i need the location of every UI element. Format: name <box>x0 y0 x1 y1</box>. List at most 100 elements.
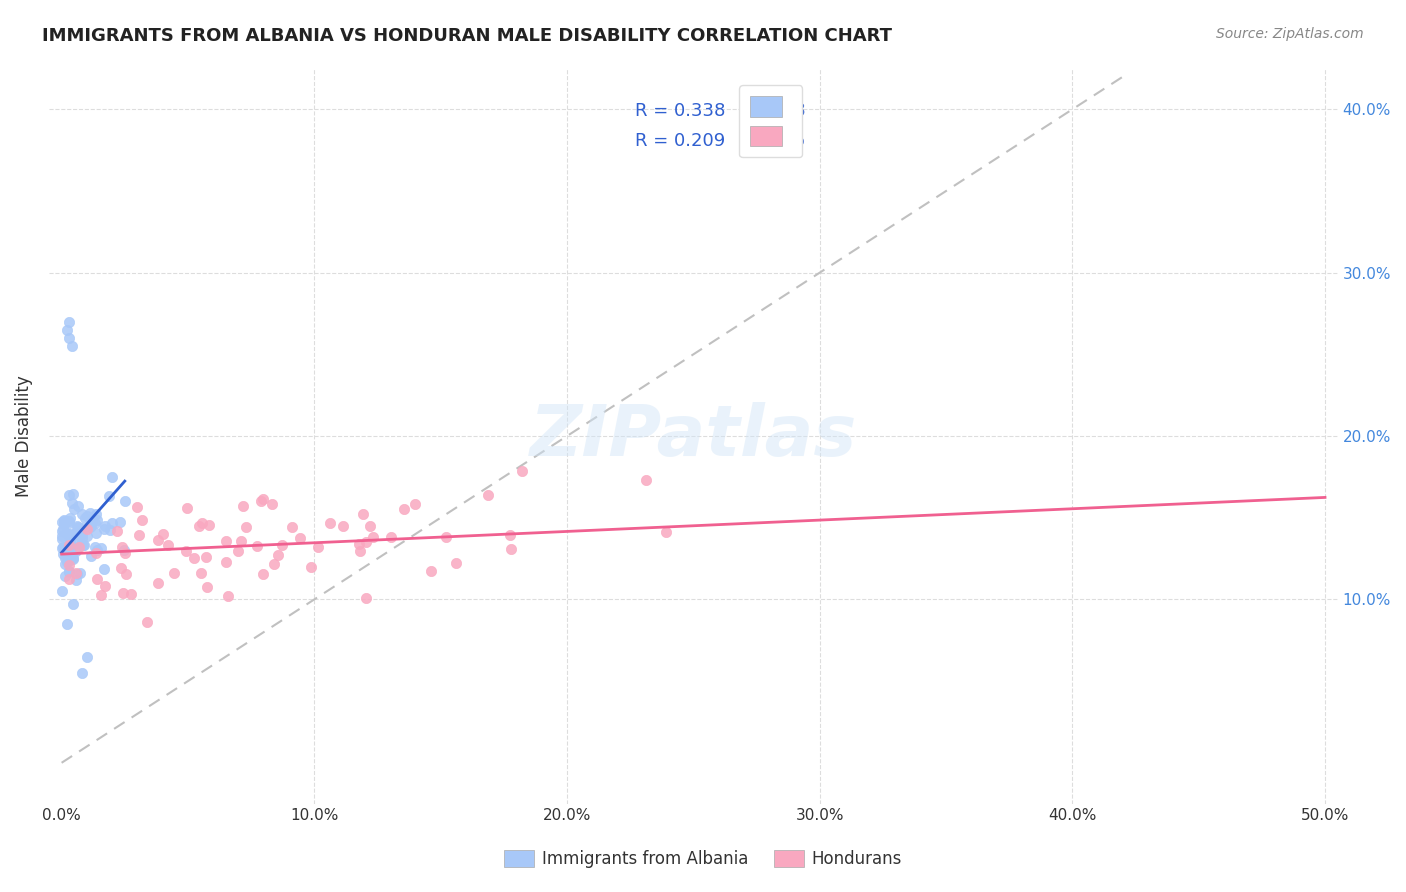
Point <box>52 547 75 561</box>
Point <box>58 537 80 551</box>
Point <box>66 518 89 533</box>
Point <box>84 546 107 560</box>
Point <box>84 540 107 554</box>
Point <box>70 508 93 522</box>
Point <box>53 550 76 565</box>
Point <box>55 323 77 337</box>
Point <box>53 514 76 528</box>
Text: IMMIGRANTS FROM ALBANIA VS HONDURAN MALE DISABILITY CORRELATION CHART: IMMIGRANTS FROM ALBANIA VS HONDURAN MALE… <box>42 27 893 45</box>
Text: Source: ZipAtlas.com: Source: ZipAtlas.com <box>1216 27 1364 41</box>
Point <box>215 534 238 549</box>
Point <box>232 499 254 513</box>
Point <box>58 516 80 531</box>
Point <box>108 515 131 529</box>
Point <box>190 566 212 580</box>
Point <box>51 541 73 555</box>
Point <box>111 540 134 554</box>
Point <box>70 527 93 541</box>
Point <box>93 562 115 576</box>
Point <box>187 519 209 533</box>
Point <box>86 543 108 558</box>
Point <box>636 473 658 487</box>
Point <box>156 538 179 552</box>
Point <box>128 528 150 542</box>
Point <box>352 508 374 522</box>
Point <box>60 538 83 552</box>
Point <box>176 501 198 516</box>
Point <box>125 500 148 514</box>
Text: R = 0.209   N = 75: R = 0.209 N = 75 <box>636 132 806 150</box>
Point <box>80 549 103 563</box>
Point <box>363 530 385 544</box>
Point <box>252 567 274 582</box>
Point <box>56 527 79 541</box>
Point <box>58 566 80 580</box>
Point <box>69 523 91 537</box>
Point <box>288 531 311 545</box>
Point <box>356 535 378 549</box>
Point <box>69 524 91 539</box>
Point <box>58 514 80 528</box>
Point <box>58 511 80 525</box>
Point <box>146 576 169 591</box>
Point <box>260 498 283 512</box>
Point <box>499 541 522 556</box>
Point <box>152 526 174 541</box>
Point <box>65 573 87 587</box>
Point <box>332 519 354 533</box>
Point <box>101 516 124 531</box>
Point <box>65 566 87 581</box>
Point <box>86 513 108 527</box>
Point <box>93 522 115 536</box>
Point <box>267 548 290 562</box>
Point <box>318 516 340 530</box>
Point <box>115 567 138 582</box>
Point <box>404 497 426 511</box>
Point <box>76 529 98 543</box>
Point <box>60 339 83 353</box>
Point <box>56 545 79 559</box>
Point <box>63 502 86 516</box>
Point <box>114 494 136 508</box>
Point <box>444 556 467 570</box>
Point <box>79 518 101 533</box>
Point <box>198 517 221 532</box>
Point <box>76 649 98 664</box>
Point <box>97 489 120 503</box>
Point <box>263 558 285 572</box>
Point <box>58 547 80 561</box>
Point <box>51 583 73 598</box>
Point <box>60 531 83 545</box>
Point <box>80 519 103 533</box>
Legend: Immigrants from Albania, Hondurans: Immigrants from Albania, Hondurans <box>498 843 908 875</box>
Point <box>66 499 89 513</box>
Point <box>98 524 121 538</box>
Point <box>56 548 79 562</box>
Point <box>58 553 80 567</box>
Point <box>70 531 93 545</box>
Point <box>62 486 84 500</box>
Point <box>380 530 402 544</box>
Point <box>195 580 218 594</box>
Point <box>67 521 90 535</box>
Point <box>79 520 101 534</box>
Point <box>246 539 269 553</box>
Point <box>67 540 90 554</box>
Point <box>51 532 73 546</box>
Point <box>67 520 90 534</box>
Point <box>90 541 112 555</box>
Point <box>347 537 370 551</box>
Point <box>136 615 159 629</box>
Point <box>55 556 77 570</box>
Point <box>76 509 98 524</box>
Point <box>83 516 105 531</box>
Point <box>195 549 218 564</box>
Point <box>53 569 76 583</box>
Point <box>53 558 76 572</box>
Point <box>183 551 205 566</box>
Point <box>80 512 103 526</box>
Point <box>215 556 238 570</box>
Text: ZIPatlas: ZIPatlas <box>530 401 858 471</box>
Point <box>51 524 73 538</box>
Point <box>86 572 108 586</box>
